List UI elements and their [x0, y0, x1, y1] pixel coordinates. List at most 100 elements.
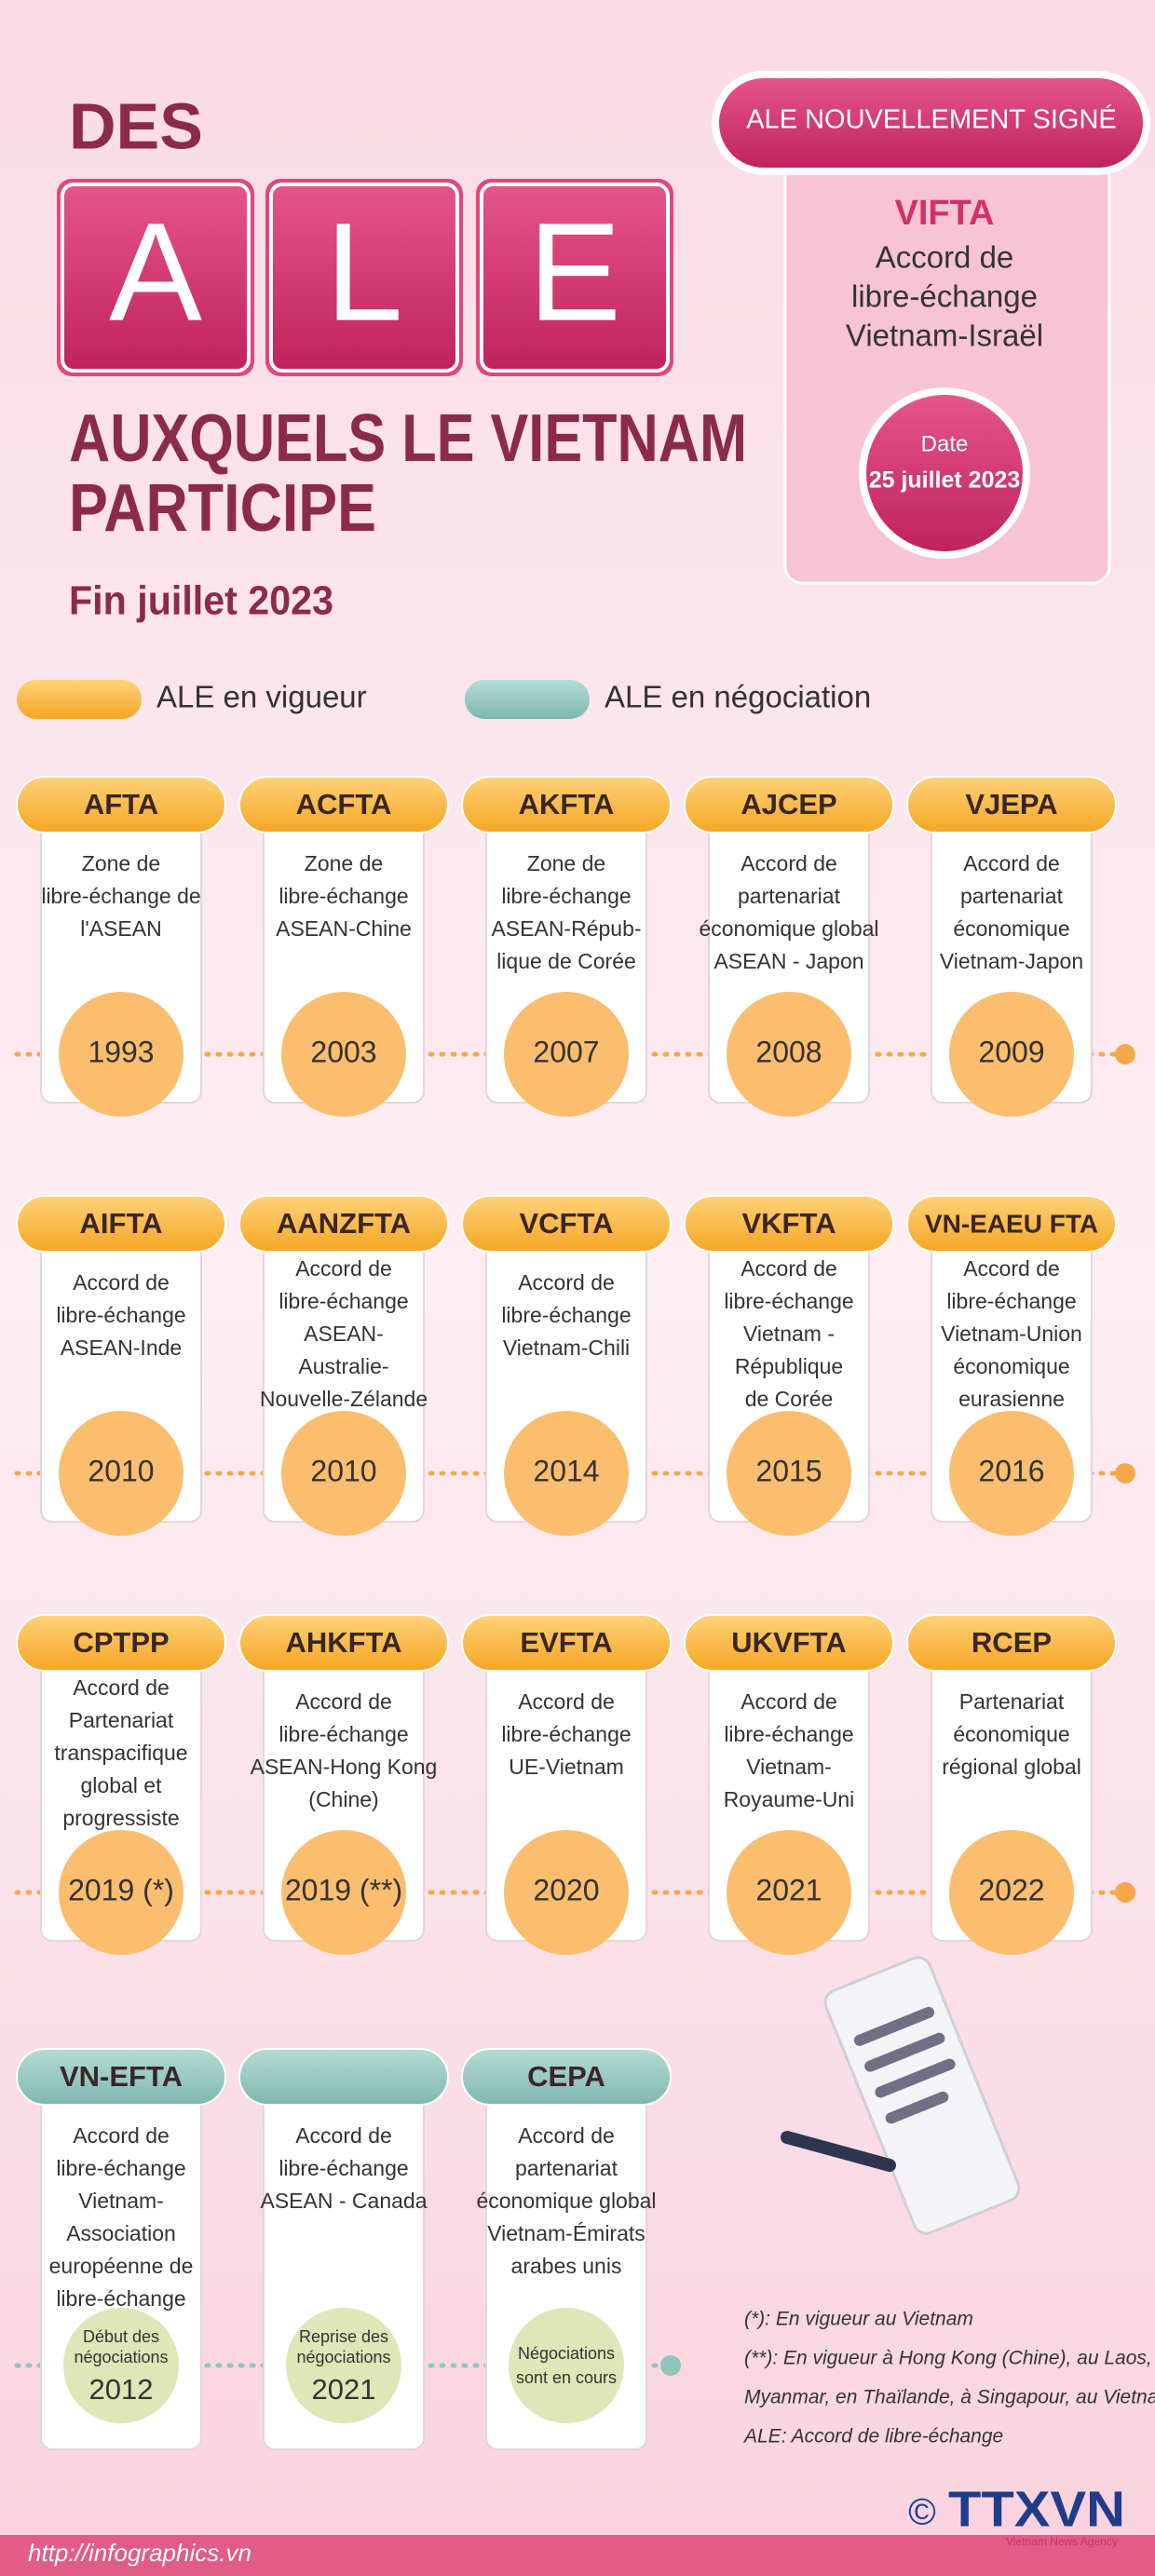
year-circle: [281, 1411, 406, 1536]
code: EVFTA: [520, 1626, 612, 1659]
desc: libre-échange: [56, 2286, 185, 2311]
code: RCEP: [972, 1626, 1052, 1659]
year-circle: [949, 1830, 1074, 1955]
desc: Accord de: [295, 1689, 392, 1714]
desc: global et: [81, 1773, 163, 1797]
desc: libre-échange: [501, 884, 631, 908]
year: 2010: [88, 1454, 154, 1487]
year-circle: [504, 992, 629, 1117]
desc: libre-échange de: [41, 884, 200, 908]
code: AKFTA: [519, 788, 615, 820]
desc: ASEAN - Japon: [713, 949, 863, 973]
card-header: [16, 1614, 226, 1672]
desc: Vietnam-Chili: [503, 1335, 630, 1360]
desc: économique: [953, 1354, 1069, 1378]
year-circle: [504, 1411, 629, 1536]
letter-box-inner: [480, 183, 670, 373]
letter: A: [109, 194, 202, 350]
desc: économique: [953, 916, 1069, 941]
year-circle: [727, 1411, 851, 1536]
card-header: [461, 776, 672, 834]
badge-inner: [719, 78, 1143, 168]
desc: libre-échange: [279, 884, 408, 908]
desc: lique de Corée: [496, 949, 636, 973]
desc: Accord de: [963, 851, 1060, 875]
timeline-end: [1115, 1463, 1135, 1484]
year: 2014: [533, 1454, 599, 1487]
date-label: Date: [921, 431, 969, 456]
desc: ASEAN-: [304, 1322, 384, 1346]
subtitle: Fin juillet 2023: [69, 578, 333, 624]
year: 2019 (**): [285, 1873, 402, 1906]
card-header: [906, 1195, 1117, 1253]
code: AANZFTA: [277, 1207, 411, 1240]
desc: ASEAN-Hong Kong: [251, 1755, 438, 1779]
desc: Vietnam-Japon: [940, 949, 1083, 973]
desc: Vietnam-: [746, 1755, 832, 1779]
logo: TTXVN: [948, 2481, 1125, 2537]
desc: libre-échange: [501, 1303, 631, 1327]
desc: UE-Vietnam: [509, 1755, 624, 1779]
desc: Vietnam -: [743, 1322, 835, 1346]
year-label: Reprise des: [299, 2327, 388, 2346]
card-header: [238, 2048, 449, 2106]
timeline-end: [660, 2355, 681, 2376]
code: VN-EAEU FTA: [925, 1209, 1098, 1238]
card-header: [906, 1614, 1117, 1672]
illustration: [781, 1956, 1021, 2235]
desc: Vietnam-Union: [941, 1322, 1082, 1346]
desc: Accord de: [295, 1256, 392, 1281]
desc: Accord de: [518, 2123, 615, 2148]
year-label: sont en cours: [516, 2368, 617, 2387]
year-circle: [509, 2308, 624, 2423]
desc: République: [735, 1354, 843, 1378]
legend-label: ALE en vigueur: [156, 680, 367, 714]
year-circle: [727, 1830, 851, 1955]
desc: ASEAN - Canada: [261, 2189, 428, 2213]
desc: eurasienne: [958, 1387, 1065, 1411]
copyright: ©: [908, 2492, 935, 2533]
code: VN-EFTA: [60, 2060, 183, 2093]
desc: transpacifique: [54, 1741, 187, 1765]
desc: libre-échange: [501, 1722, 631, 1746]
card-header: [461, 1195, 672, 1253]
year: 2010: [310, 1454, 376, 1487]
year-label: Début des: [83, 2327, 159, 2346]
desc: ASEAN-Répub-: [491, 916, 641, 941]
year: 2003: [310, 1035, 376, 1068]
legend-swatch: [17, 680, 142, 719]
title: PARTICIPE: [69, 471, 376, 546]
card-header: [16, 776, 226, 834]
year: 2012: [89, 2373, 154, 2406]
desc: Partenariat: [69, 1708, 174, 1732]
date-circle: [866, 395, 1023, 551]
letter: L: [325, 194, 402, 350]
desc: partenariat: [515, 2156, 618, 2180]
year: 2019 (*): [68, 1873, 174, 1906]
desc: Accord de: [741, 1689, 837, 1714]
badge-text: ALE NOUVELLEMENT SIGNÉ: [746, 104, 1117, 135]
code: UKVFTA: [731, 1626, 846, 1659]
desc: libre-échange: [279, 1722, 408, 1746]
year: 2021: [312, 2373, 376, 2406]
year-circle: [281, 1830, 406, 1955]
desc: libre-échange: [279, 1289, 408, 1313]
prefix: DES: [69, 89, 203, 162]
card-header: [238, 776, 449, 834]
desc: Vietnam-Émirats: [487, 2221, 645, 2245]
desc: libre-échange: [56, 2156, 185, 2180]
card-header: [684, 1195, 894, 1253]
desc: de Corée: [745, 1387, 834, 1411]
year-label: négociations: [296, 2348, 390, 2366]
desc: Nouvelle-Zélande: [260, 1387, 428, 1411]
new-desc: Vietnam-Israël: [846, 319, 1043, 353]
desc: Partenariat: [959, 1689, 1065, 1714]
desc: (Chine): [308, 1787, 378, 1811]
card-header: [461, 2048, 672, 2106]
desc: Australie-: [298, 1354, 388, 1378]
year: 2016: [978, 1454, 1044, 1487]
date: 25 juillet 2023: [869, 468, 1021, 494]
logo-sub: Vietnam News Agency: [1006, 2535, 1118, 2548]
code: VKFTA: [741, 1207, 836, 1240]
